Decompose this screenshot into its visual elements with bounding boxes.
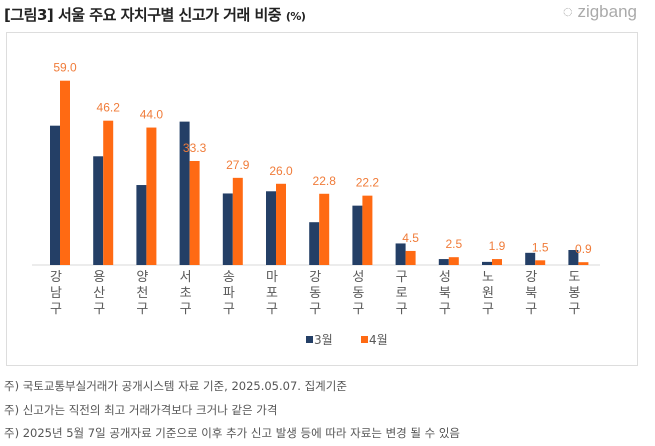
category-label-강북구: 강 (525, 270, 537, 285)
category-label-강북구: 북 (525, 286, 537, 301)
bar-4월-도봉구 (578, 262, 589, 265)
category-label-도봉구: 구 (568, 302, 580, 317)
zigbang-logo: ◌ zigbang (562, 2, 637, 21)
category-label-노원구: 원 (482, 286, 494, 301)
category-label-양천구: 양 (136, 270, 148, 285)
bar-3월-성동구 (352, 205, 363, 265)
category-label-송파구: 송 (223, 270, 235, 285)
category-label-송파구: 파 (223, 286, 235, 301)
category-label-마포구: 마 (266, 270, 278, 285)
bar-4월-서초구 (189, 160, 200, 265)
chart-frame (6, 32, 638, 366)
category-label-성동구: 구 (352, 302, 364, 317)
bar-3월-양천구 (136, 185, 147, 265)
bar-4월-용산구 (103, 120, 114, 265)
category-label-용산구: 구 (93, 302, 105, 317)
data-label-성북구: 2.5 (445, 237, 462, 251)
category-label-구로구: 구 (396, 270, 408, 285)
category-label-강동구: 구 (309, 302, 321, 317)
bar-4월-송파구 (232, 177, 243, 265)
bar-4월-강남구 (60, 80, 70, 265)
data-label-구로구: 4.5 (402, 231, 419, 245)
bar-4월-구로구 (405, 250, 416, 265)
legend-label-4월: 4월 (369, 333, 388, 347)
bar-4월-성북구 (448, 257, 459, 265)
category-label-강남구: 강 (50, 270, 62, 285)
category-label-성북구: 구 (439, 302, 451, 317)
data-label-성동구: 22.2 (356, 176, 380, 190)
data-label-도봉구: 0.9 (575, 242, 592, 256)
category-label-강동구: 강 (309, 270, 321, 285)
category-label-성동구: 동 (352, 286, 364, 301)
bar-3월-용산구 (93, 156, 104, 265)
bar-4월-양천구 (146, 127, 157, 265)
legend-label-3월: 3월 (314, 333, 333, 347)
bar-3월-도봉구 (568, 250, 579, 265)
category-label-강북구: 구 (525, 302, 537, 317)
legend-swatch-3월 (306, 336, 313, 343)
category-label-도봉구: 도 (568, 270, 580, 285)
category-label-양천구: 천 (136, 286, 148, 301)
category-label-강남구: 남 (50, 286, 62, 301)
bar-3월-서초구 (179, 121, 190, 265)
bar-4월-마포구 (276, 183, 286, 265)
category-label-서초구: 구 (180, 302, 192, 317)
bar-3월-송파구 (222, 193, 233, 265)
data-label-강동구: 22.8 (313, 174, 337, 188)
data-label-양천구: 44.0 (140, 108, 164, 122)
category-label-성동구: 성 (352, 270, 364, 285)
category-label-노원구: 구 (482, 302, 494, 317)
bar-3월-성북구 (438, 259, 449, 265)
bar-3월-강남구 (50, 125, 60, 265)
category-label-강동구: 동 (309, 286, 321, 301)
bar-chart: 59.0강남구46.2용산구44.0양천구33.3서초구27.9송파구26.0마… (32, 61, 600, 347)
bar-3월-마포구 (266, 191, 276, 265)
data-label-송파구: 27.9 (226, 158, 250, 172)
title-text: [그림3] 서울 주요 자치구별 신고가 거래 비중 (4, 6, 282, 24)
category-label-구로구: 로 (396, 286, 408, 301)
category-label-성북구: 북 (439, 286, 451, 301)
data-label-서초구: 33.3 (183, 141, 207, 155)
category-label-강남구: 구 (50, 302, 62, 317)
category-label-송파구: 구 (223, 302, 235, 317)
bar-3월-강북구 (525, 252, 536, 265)
note-1: 주) 국토교통부실거래가 공개시스템 자료 기준, 2025.05.07. 집계… (4, 379, 347, 393)
logo-text: zigbang (577, 2, 637, 21)
data-label-노원구: 1.9 (489, 239, 506, 253)
category-label-마포구: 구 (266, 302, 278, 317)
data-label-마포구: 26.0 (269, 164, 293, 178)
category-label-도봉구: 봉 (568, 286, 580, 301)
data-label-강남구: 59.0 (53, 61, 77, 75)
bar-3월-강동구 (309, 222, 320, 265)
category-label-용산구: 용 (93, 270, 105, 285)
bar-4월-강북구 (535, 260, 546, 265)
data-label-강북구: 1.5 (532, 240, 549, 254)
data-label-용산구: 46.2 (97, 101, 121, 115)
bar-4월-강동구 (319, 193, 330, 265)
bar-4월-성동구 (362, 195, 373, 265)
bar-3월-노원구 (482, 261, 492, 265)
note-2: 주) 신고가는 직전의 최고 거래가격보다 크거나 같은 가격 (4, 402, 278, 417)
category-label-양천구: 구 (136, 302, 148, 317)
category-label-서초구: 서 (180, 270, 192, 285)
category-label-서초구: 초 (180, 286, 192, 301)
note-3: 주) 2025년 5월 7일 공개자료 기준으로 이후 추가 신고 발생 등에 … (4, 426, 461, 440)
category-label-노원구: 노 (482, 270, 494, 285)
chart-title: [그림3] 서울 주요 자치구별 신고가 거래 비중 (%) (4, 4, 306, 25)
category-label-성북구: 성 (439, 270, 451, 285)
bar-3월-구로구 (395, 243, 406, 265)
category-label-마포구: 포 (266, 286, 278, 301)
title-unit: (%) (285, 10, 306, 23)
legend-swatch-4월 (361, 336, 368, 343)
bar-4월-노원구 (492, 259, 502, 265)
category-label-구로구: 구 (396, 302, 408, 317)
category-label-용산구: 산 (93, 286, 105, 301)
